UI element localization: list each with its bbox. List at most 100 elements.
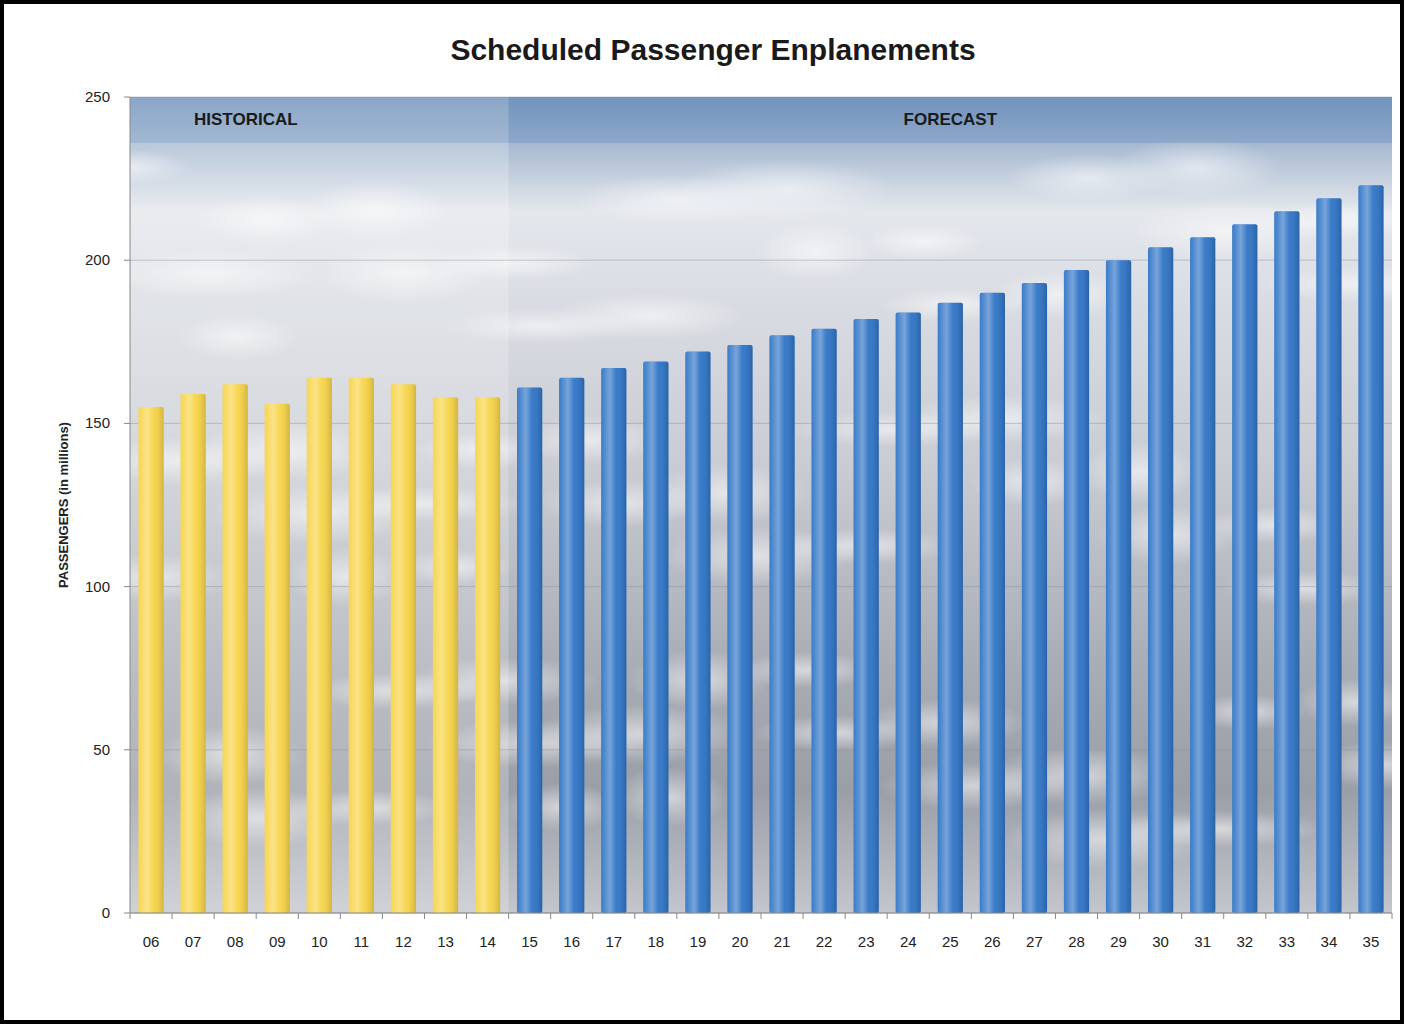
x-tick <box>1097 913 1098 919</box>
bar <box>685 352 710 913</box>
x-tick <box>130 913 131 919</box>
bar-shine <box>1358 185 1383 913</box>
chart: HISTORICALFORECAST0501001502002500607080… <box>0 0 1406 1026</box>
region-label: HISTORICAL <box>194 110 298 129</box>
cloud <box>1079 442 1199 502</box>
y-tick-label: 0 <box>102 904 110 921</box>
bar <box>265 404 290 913</box>
bar <box>769 335 794 913</box>
x-tick <box>508 913 509 919</box>
cloud <box>863 224 983 260</box>
bar-shine <box>307 378 332 913</box>
y-tick-label: 100 <box>85 578 110 595</box>
bar <box>559 378 584 913</box>
bar <box>1064 270 1089 913</box>
x-tick <box>929 913 930 919</box>
bar <box>138 407 163 913</box>
bar <box>896 312 921 913</box>
title: Scheduled Passenger Enplanements <box>450 33 975 66</box>
x-tick <box>382 913 383 919</box>
bar <box>180 394 205 913</box>
y-tick-label: 250 <box>85 88 110 105</box>
bar-shine <box>854 319 879 913</box>
x-tick <box>634 913 635 919</box>
bar-shine <box>811 329 836 913</box>
bar-shine <box>896 312 921 913</box>
x-tick-label: 16 <box>563 933 580 950</box>
x-tick-label: 26 <box>984 933 1001 950</box>
cloud <box>678 159 894 219</box>
region-band <box>509 97 1392 143</box>
x-tick <box>971 913 972 919</box>
x-tick-label: 13 <box>437 933 454 950</box>
x-tick <box>676 913 677 919</box>
bar <box>1274 211 1299 913</box>
bar <box>811 329 836 913</box>
bar-shine <box>685 352 710 913</box>
bar <box>643 361 668 913</box>
x-tick-label: 25 <box>942 933 959 950</box>
x-tick-label: 32 <box>1236 933 1253 950</box>
y-tick-label: 150 <box>85 414 110 431</box>
cloud <box>610 767 730 827</box>
bar <box>1148 247 1173 913</box>
bar-shine <box>349 378 374 913</box>
bar <box>1190 237 1215 913</box>
region-overlay <box>130 97 509 913</box>
bar <box>223 384 248 913</box>
bar <box>517 387 542 913</box>
x-tick <box>1307 913 1308 919</box>
x-tick <box>1181 913 1182 919</box>
bar-shine <box>1232 224 1257 913</box>
bar <box>1316 198 1341 913</box>
x-tick-label: 11 <box>354 933 370 950</box>
region-band <box>130 97 509 143</box>
x-tick-label: 12 <box>395 933 412 950</box>
bar-shine <box>938 303 963 913</box>
y-tick-label: 200 <box>85 251 110 268</box>
bar <box>1106 260 1131 913</box>
x-tick <box>466 913 467 919</box>
bar <box>307 378 332 913</box>
x-tick-label: 34 <box>1321 933 1338 950</box>
bar-shine <box>391 384 416 913</box>
y-tick-label: 50 <box>93 741 110 758</box>
grid-line <box>130 97 1392 98</box>
x-tick <box>1392 913 1393 919</box>
bar-shine <box>601 368 626 913</box>
bar-shine <box>1190 237 1215 913</box>
x-tick <box>1349 913 1350 919</box>
bar <box>433 397 458 913</box>
bar-shine <box>475 397 500 913</box>
x-tick-label: 33 <box>1278 933 1295 950</box>
bar-shine <box>180 394 205 913</box>
bar <box>1358 185 1383 913</box>
y-tick <box>124 423 130 424</box>
bar <box>854 319 879 913</box>
bar-shine <box>138 407 163 913</box>
y-tick <box>124 586 130 587</box>
bar-shine <box>1022 283 1047 913</box>
x-tick-label: 14 <box>479 933 496 950</box>
x-tick-label: 28 <box>1068 933 1085 950</box>
bar-shine <box>727 345 752 913</box>
x-tick <box>550 913 551 919</box>
x-tick-label: 27 <box>1026 933 1043 950</box>
x-tick-label: 10 <box>311 933 328 950</box>
bar-shine <box>1148 247 1173 913</box>
plot-background <box>130 97 1392 913</box>
bar-shine <box>433 397 458 913</box>
x-tick <box>340 913 341 919</box>
x-tick-label: 06 <box>143 933 160 950</box>
bar <box>1022 283 1047 913</box>
x-tick <box>256 913 257 919</box>
bar-shine <box>1274 211 1299 913</box>
y-tick <box>124 749 130 750</box>
x-tick-label: 17 <box>605 933 622 950</box>
x-tick-label: 29 <box>1110 933 1127 950</box>
region-label: FORECAST <box>904 110 998 129</box>
bar-shine <box>559 378 584 913</box>
x-tick <box>214 913 215 919</box>
bar-shine <box>1316 198 1341 913</box>
x-tick <box>1265 913 1266 919</box>
